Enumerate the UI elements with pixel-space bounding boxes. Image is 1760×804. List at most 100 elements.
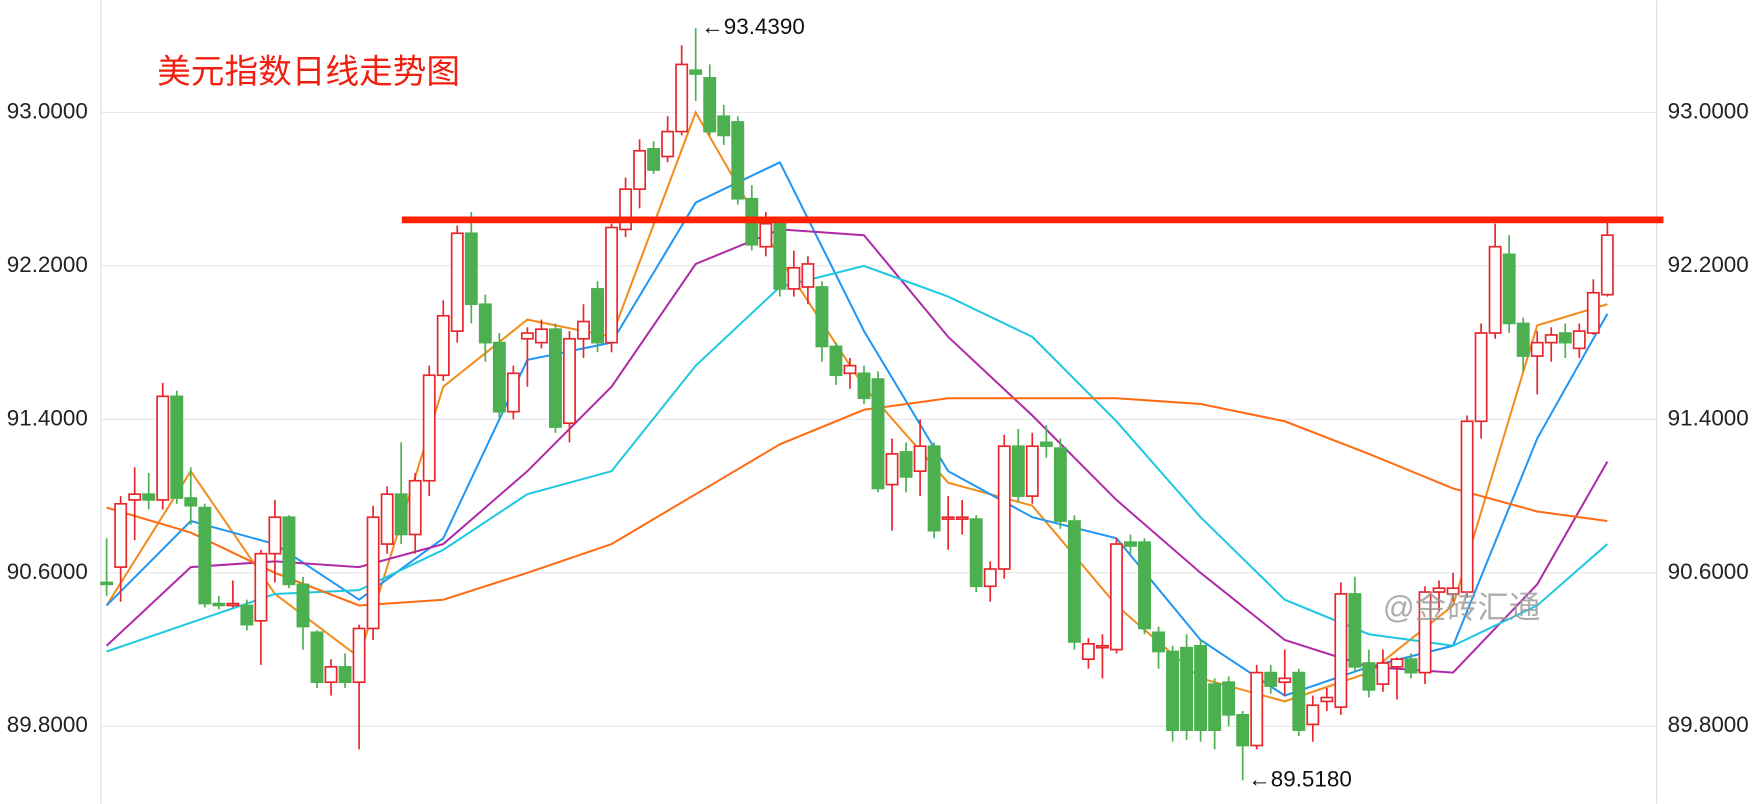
candle-body (1138, 541, 1151, 630)
candle-body (843, 364, 857, 375)
candle-body (1516, 322, 1530, 357)
candle-body (1306, 704, 1320, 726)
candle-body (506, 372, 520, 413)
candle-body (647, 148, 661, 171)
chart-title: 美元指数日线走势图 (157, 53, 460, 91)
candle-body (1236, 713, 1250, 747)
candle-body (422, 374, 436, 482)
candle-body (997, 445, 1011, 570)
candle-body (240, 604, 254, 626)
y-tick-label: 89.8000 (7, 712, 88, 737)
candle-body (1418, 591, 1432, 674)
candle-body (1025, 445, 1039, 497)
y-tick-label: 90.6000 (7, 559, 88, 584)
candle-body (619, 188, 633, 231)
candle-body (1124, 541, 1137, 547)
candle-body (100, 581, 114, 586)
candle-body (871, 378, 885, 490)
candle-body (703, 77, 717, 133)
candle-body (633, 149, 647, 190)
candle-body (128, 493, 142, 501)
candle-body (955, 516, 969, 520)
candle-body (1404, 658, 1418, 674)
candle-body (268, 516, 282, 555)
candle-body (577, 320, 590, 340)
candle-body (1376, 662, 1390, 685)
candle-body (478, 303, 492, 344)
candle-body (941, 516, 955, 520)
candle-body (1081, 642, 1095, 661)
candle-body (1222, 681, 1236, 716)
candle-body (198, 506, 212, 605)
candle-body (1390, 658, 1404, 668)
candle-body (1320, 696, 1334, 703)
candle-body (801, 263, 815, 288)
candle-body (1067, 520, 1081, 643)
candle-body (1264, 671, 1278, 687)
candle-body (1488, 245, 1502, 334)
candle-body (605, 226, 618, 344)
candle-body (731, 121, 745, 200)
moving-average-line (106, 397, 1608, 607)
candle-body (464, 232, 478, 306)
candle-body (408, 479, 422, 536)
moving-average-line (106, 264, 1609, 653)
candle-body (1334, 593, 1348, 708)
candle-body (1166, 650, 1180, 732)
candle-body (661, 130, 675, 158)
annotation: ←93.4390 (701, 14, 805, 39)
candle-body (1278, 677, 1292, 684)
candle-body (366, 516, 380, 630)
candle-body (1208, 683, 1222, 732)
candle-body (689, 69, 703, 75)
candle-body (759, 222, 773, 248)
candle-body (717, 115, 731, 137)
candle-body (927, 445, 941, 532)
candle-body (394, 493, 408, 536)
candle-body (1348, 593, 1362, 668)
candle-body (226, 602, 240, 607)
y-tick-label: 93.0000 (7, 98, 88, 123)
candle-body (899, 451, 913, 478)
candle-body (857, 372, 871, 400)
candle-body (885, 453, 899, 486)
candle-body (1362, 662, 1376, 691)
candle-body (520, 332, 534, 340)
candle-body (969, 518, 983, 588)
candle-body (591, 288, 604, 344)
candle-body (1039, 441, 1053, 448)
candle-body (1250, 671, 1264, 747)
candle-body (1460, 420, 1474, 593)
y2-tick-label: 89.8000 (1668, 712, 1749, 737)
candle-body (450, 232, 464, 332)
candle-body (1432, 587, 1446, 593)
candle-body (156, 395, 170, 501)
candle-body (548, 328, 562, 428)
candle-body (1053, 447, 1067, 522)
candle-body (492, 341, 506, 413)
candle-body (436, 314, 450, 377)
candle-body (1474, 332, 1488, 423)
y2-tick-label: 92.2000 (1668, 252, 1749, 277)
candle-body (534, 328, 548, 344)
candle-body (1502, 253, 1516, 325)
candle-body (1530, 341, 1544, 357)
candle-body (1180, 646, 1194, 732)
candle-body (1292, 671, 1306, 732)
candle-body (296, 583, 310, 628)
candle-body (114, 502, 128, 568)
candle-body (1095, 644, 1109, 649)
candle-body (1446, 587, 1460, 595)
candle-body (170, 395, 184, 499)
candle-body (380, 493, 394, 545)
candle-body (787, 266, 801, 290)
candle-body (212, 602, 226, 607)
candle-body (324, 666, 338, 684)
candle-body (829, 345, 843, 377)
candle-body (1572, 330, 1586, 350)
candle-body (773, 222, 787, 290)
candle-body (1586, 291, 1600, 334)
candle-body (142, 493, 156, 501)
candle-body (1194, 644, 1208, 732)
